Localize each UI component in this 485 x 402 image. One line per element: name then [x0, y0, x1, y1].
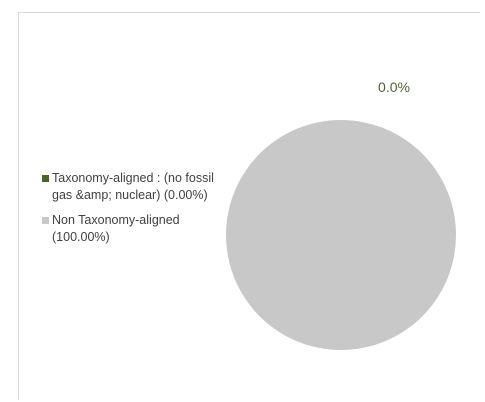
- chart-legend: Taxonomy-aligned : (no fossil gas &amp; …: [42, 170, 217, 254]
- legend-swatch-non-taxonomy-aligned: [42, 217, 49, 224]
- pie-slice-non-taxonomy-aligned: [226, 120, 456, 350]
- legend-label-non-taxonomy-aligned: Non Taxonomy-aligned (100.00%): [52, 213, 180, 244]
- chart-area: [18, 12, 480, 400]
- legend-item-non-taxonomy-aligned: Non Taxonomy-aligned (100.00%): [42, 212, 217, 246]
- legend-swatch-taxonomy-aligned: [42, 175, 49, 182]
- legend-item-taxonomy-aligned: Taxonomy-aligned : (no fossil gas &amp; …: [42, 170, 217, 204]
- legend-label-taxonomy-aligned: Taxonomy-aligned : (no fossil gas &amp; …: [52, 171, 214, 202]
- data-label-0: 0.0%: [378, 79, 410, 95]
